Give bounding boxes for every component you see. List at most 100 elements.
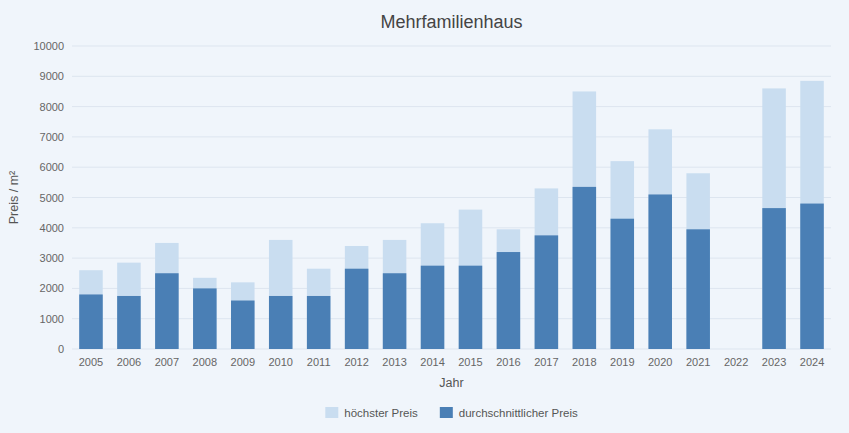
legend-swatch — [325, 407, 338, 418]
x-axis-label: Jahr — [439, 376, 463, 390]
bar — [155, 273, 179, 349]
bar — [307, 269, 331, 349]
bar — [800, 204, 824, 349]
bar — [648, 129, 672, 349]
grid-line — [72, 318, 831, 319]
x-tick-label: 2009 — [231, 356, 255, 368]
y-axis-label: Preis / m² — [7, 171, 21, 224]
grid-line — [72, 288, 831, 289]
x-tick-label: 2015 — [458, 356, 482, 368]
grid-line — [72, 349, 831, 350]
bar — [421, 266, 445, 349]
bars — [79, 81, 824, 349]
bar — [724, 349, 748, 350]
x-tick-label: 2016 — [496, 356, 520, 368]
y-tick-label: 6000 — [40, 161, 64, 173]
series — [79, 81, 824, 349]
bar — [459, 210, 483, 349]
bar — [117, 263, 141, 349]
bar — [383, 240, 407, 349]
bar — [686, 173, 710, 349]
x-axis: 2005 2006 2007 2008 2009 2010 2011 2012 2013 2014… — [79, 356, 825, 368]
grid-line — [72, 227, 831, 228]
bar — [345, 269, 369, 349]
bar — [762, 88, 786, 349]
bar — [686, 229, 710, 349]
bar — [231, 301, 255, 349]
x-tick-label: 2013 — [382, 356, 406, 368]
bar — [800, 81, 824, 349]
x-tick-label: 2020 — [648, 356, 672, 368]
bar — [497, 229, 521, 349]
x-tick-label: 2005 — [79, 356, 103, 368]
x-tick-label: 2019 — [610, 356, 634, 368]
y-tick-label: 4000 — [40, 222, 64, 234]
bar — [611, 161, 635, 349]
bar — [648, 194, 672, 349]
legend-label: höchster Preis — [344, 407, 418, 419]
x-tick-label: 2008 — [193, 356, 217, 368]
legend-item: höchster Preis — [325, 407, 418, 419]
bar — [535, 188, 559, 349]
y-tick-label: 10000 — [33, 40, 64, 52]
bar — [345, 246, 369, 349]
y-tick-label: 7000 — [40, 131, 64, 143]
bar — [573, 187, 597, 349]
x-tick-label: 2018 — [572, 356, 596, 368]
title: Mehrfamilienhaus — [380, 12, 522, 32]
bar — [497, 252, 521, 349]
bar — [724, 349, 748, 350]
grid-line — [72, 136, 831, 137]
chart: Mehrfamilienhaus 0 1000 2000 3000 4000 5000 600… — [0, 0, 849, 433]
grid-line — [72, 258, 831, 259]
y-tick-label: 9000 — [40, 70, 64, 82]
bar — [231, 282, 255, 349]
y-axis: 0 1000 2000 3000 4000 5000 6000 7000 8000 9000 100… — [33, 40, 64, 355]
bar — [193, 288, 217, 349]
y-tick-label: 0 — [58, 343, 64, 355]
bar — [573, 91, 597, 349]
x-tick-label: 2017 — [534, 356, 558, 368]
grid-line — [72, 76, 831, 77]
bar — [459, 266, 483, 349]
bar — [269, 240, 293, 349]
bar — [117, 296, 141, 349]
legend-label: durchschnittlicher Preis — [459, 407, 578, 419]
x-tick-label: 2023 — [762, 356, 786, 368]
grid-line — [72, 106, 831, 107]
y-tick-label: 1000 — [40, 313, 64, 325]
bar — [307, 296, 331, 349]
chart-container: Mehrfamilienhaus 0 1000 2000 3000 4000 5000 600… — [0, 0, 849, 433]
bar — [535, 235, 559, 349]
bar — [383, 273, 407, 349]
series — [79, 187, 824, 349]
bar — [421, 223, 445, 349]
x-tick-label: 2007 — [155, 356, 179, 368]
y-tick-label: 5000 — [40, 192, 64, 204]
y-tick-label: 2000 — [40, 282, 64, 294]
bar — [155, 243, 179, 349]
bar — [79, 294, 103, 349]
legend-item: durchschnittlicher Preis — [440, 407, 578, 419]
bar — [762, 208, 786, 349]
bar — [269, 296, 293, 349]
bar — [193, 278, 217, 349]
x-tick-label: 2021 — [686, 356, 710, 368]
x-tick-label: 2014 — [420, 356, 444, 368]
y-tick-label: 8000 — [40, 101, 64, 113]
grid — [72, 46, 831, 349]
grid-line — [72, 46, 831, 47]
x-tick-label: 2022 — [724, 356, 748, 368]
grid-line — [72, 197, 831, 198]
legend: höchster Preis durchschnittlicher Preis — [325, 407, 578, 419]
grid-line — [72, 167, 831, 168]
y-tick-label: 3000 — [40, 252, 64, 264]
x-tick-label: 2011 — [307, 356, 331, 368]
legend-swatch — [440, 407, 453, 418]
x-tick-label: 2010 — [268, 356, 292, 368]
x-tick-label: 2006 — [117, 356, 141, 368]
bar — [79, 270, 103, 349]
bar — [611, 219, 635, 349]
background — [0, 0, 849, 433]
x-tick-label: 2012 — [344, 356, 368, 368]
